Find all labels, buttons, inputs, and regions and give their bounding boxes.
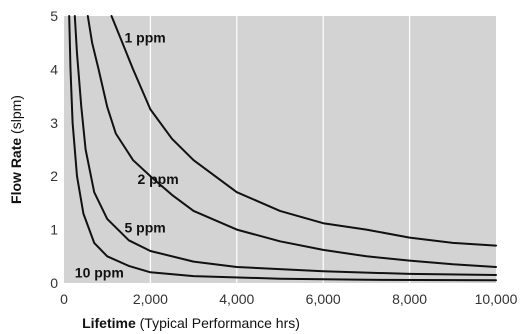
x-tick-label: 6,000 <box>306 291 341 307</box>
curve-labels: 1 ppm 2 ppm 5 ppm 10 ppm <box>75 30 179 281</box>
x-tick-labels: 0 2,000 4,000 6,000 8,000 10,000 <box>60 291 518 307</box>
curve-label: 5 ppm <box>124 219 165 235</box>
series-line-1-ppm <box>110 15 497 247</box>
series-lines <box>68 15 497 282</box>
x-tick-label: 2,000 <box>133 291 168 307</box>
curve-label: 1 ppm <box>124 30 165 46</box>
series-line-10-ppm <box>68 15 497 282</box>
series-line-5-ppm <box>73 15 497 276</box>
x-tick-label: 0 <box>60 291 68 307</box>
y-tick-label: 5 <box>50 8 58 24</box>
y-tick-labels: 0 1 2 3 4 5 <box>50 8 58 291</box>
x-tick-label: 10,000 <box>475 291 518 307</box>
y-tick-label: 3 <box>50 115 58 131</box>
plot-area <box>64 16 496 283</box>
curve-label: 10 ppm <box>75 265 124 281</box>
y-tick-label: 2 <box>50 168 58 184</box>
curve-label: 2 ppm <box>137 171 178 187</box>
x-tick-label: 4,000 <box>219 291 254 307</box>
x-axis-title: Lifetime (Typical Performance hrs) <box>82 315 300 331</box>
series-line-2-ppm <box>86 15 497 268</box>
x-tick-label: 8,000 <box>392 291 427 307</box>
y-tick-label: 0 <box>50 275 58 291</box>
y-tick-label: 4 <box>50 61 58 77</box>
y-tick-label: 1 <box>50 222 58 238</box>
y-axis-title: Flow Rate (slpm) <box>8 95 24 204</box>
